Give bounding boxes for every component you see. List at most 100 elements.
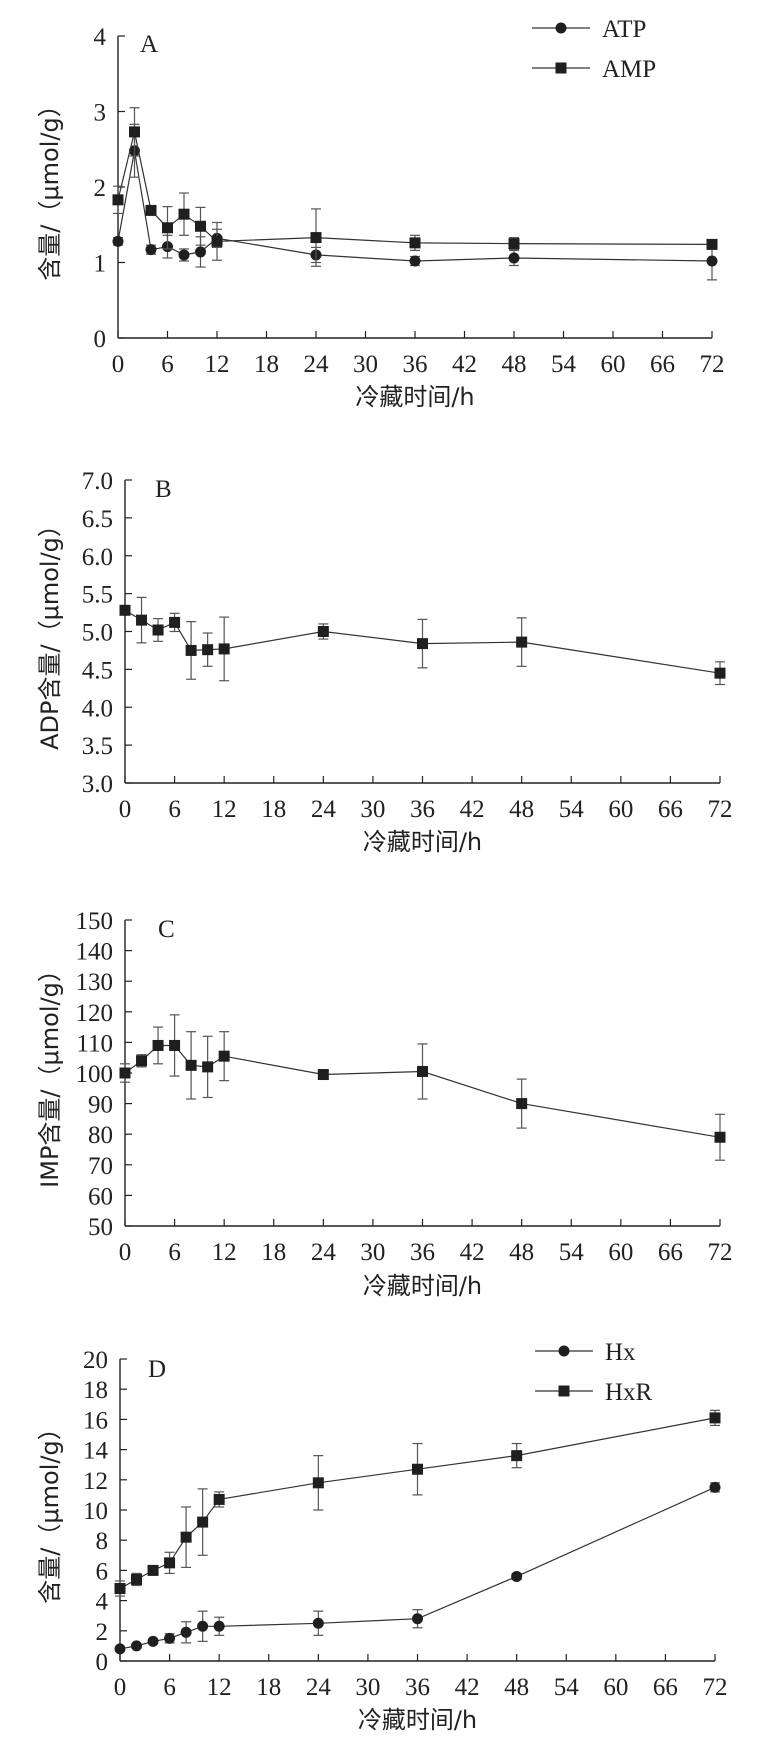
- x-axis-title: 冷藏时间/h: [358, 1706, 477, 1734]
- data-point: [317, 626, 329, 637]
- x-tick-label: 48: [509, 796, 534, 823]
- y-tick-label: 10: [83, 1498, 108, 1525]
- data-point: [218, 643, 230, 655]
- series-line: [117, 131, 713, 245]
- data-point: [164, 1557, 176, 1569]
- series-values: [119, 1014, 726, 1161]
- x-tick-label: 12: [207, 1674, 232, 1701]
- y-axis-title: ADP含量/（μmol/g）: [36, 513, 64, 750]
- y-tick-label: 3.5: [82, 733, 113, 760]
- x-tick-label: 48: [504, 1674, 529, 1701]
- x-tick-label: 66: [658, 1239, 683, 1266]
- y-tick-label: 80: [88, 1122, 113, 1149]
- x-tick-label: 0: [119, 1239, 132, 1266]
- series-atp: [112, 123, 718, 281]
- y-tick-label: 1: [94, 251, 107, 278]
- data-point: [114, 1643, 126, 1655]
- x-tick-label: 18: [254, 351, 279, 378]
- y-tick-label: 14: [83, 1438, 109, 1465]
- y-tick-label: 120: [76, 1000, 114, 1027]
- y-tick-label: 12: [83, 1468, 108, 1495]
- data-point: [169, 616, 181, 628]
- legend: ATP AMP: [532, 16, 656, 83]
- data-point: [213, 1493, 225, 1505]
- y-tick-label: 4.0: [82, 695, 113, 722]
- y-tick-label: 150: [76, 908, 114, 935]
- y-tick-label: 20: [83, 1347, 108, 1374]
- data-point: [714, 667, 726, 679]
- x-tick-label: 66: [653, 1674, 678, 1701]
- data-point: [211, 235, 223, 247]
- x-tick-label: 30: [360, 796, 385, 823]
- data-point: [195, 246, 206, 258]
- data-point: [709, 1481, 721, 1493]
- x-tick-label: 6: [161, 351, 174, 378]
- data-point: [706, 255, 718, 267]
- x-axis-title: 冷藏时间/h: [363, 828, 482, 856]
- data-point: [508, 252, 520, 264]
- data-point: [412, 1463, 423, 1475]
- y-tick-label: 0: [96, 1649, 109, 1676]
- y-tick-label: 130: [76, 969, 114, 996]
- y-tick-label: 2: [96, 1619, 109, 1646]
- data-point: [412, 1613, 423, 1625]
- y-tick-label: 50: [88, 1214, 113, 1241]
- data-point: [709, 1412, 721, 1424]
- y-tick-label: 110: [76, 1030, 113, 1057]
- legend-marker: [558, 1345, 570, 1357]
- y-tick-label: 4.5: [82, 657, 113, 684]
- x-tick-label: 36: [403, 351, 428, 378]
- data-point: [131, 1640, 143, 1652]
- data-point: [409, 255, 421, 267]
- x-tick-label: 30: [353, 351, 378, 378]
- data-point: [119, 604, 131, 616]
- x-tick-label: 60: [608, 796, 633, 823]
- x-tick-label: 48: [509, 1239, 534, 1266]
- x-tick-label: 54: [554, 1674, 580, 1701]
- x-tick-label: 18: [256, 1674, 281, 1701]
- data-point: [185, 1059, 197, 1071]
- x-tick-label: 36: [410, 1239, 435, 1266]
- data-point: [136, 614, 148, 626]
- data-point: [511, 1570, 523, 1582]
- data-point: [119, 1067, 131, 1079]
- data-point: [164, 1632, 176, 1644]
- data-point: [197, 1620, 209, 1632]
- x-tick-label: 12: [205, 351, 230, 378]
- legend-label: AMP: [602, 56, 656, 83]
- x-tick-label: 12: [212, 796, 237, 823]
- data-point: [218, 1050, 230, 1062]
- x-tick-label: 24: [306, 1674, 332, 1701]
- data-point: [317, 1069, 329, 1081]
- x-tick-label: 42: [452, 351, 477, 378]
- y-axis-title: 含量/（μmol/g）: [36, 1416, 64, 1603]
- panel-label: B: [155, 476, 172, 503]
- data-point: [114, 1583, 126, 1595]
- y-tick-label: 5.0: [82, 620, 113, 647]
- legend-label: ATP: [602, 16, 646, 43]
- x-tick-label: 36: [410, 796, 435, 823]
- x-tick-label: 18: [261, 1239, 286, 1266]
- data-point: [511, 1450, 523, 1462]
- data-point: [152, 624, 164, 636]
- data-point: [178, 249, 190, 261]
- data-point: [197, 1516, 209, 1528]
- data-point: [516, 636, 528, 648]
- data-point: [162, 222, 173, 234]
- y-tick-label: 60: [88, 1183, 113, 1210]
- data-point: [147, 1635, 159, 1647]
- panel-label: A: [140, 31, 158, 58]
- data-point: [417, 1065, 428, 1077]
- legend: Hx HxR: [535, 1339, 653, 1406]
- x-tick-label: 42: [460, 1239, 485, 1266]
- x-tick-label: 0: [112, 351, 125, 378]
- x-tick-label: 0: [114, 1674, 127, 1701]
- x-tick-label: 6: [168, 796, 181, 823]
- y-axis-title: IMP含量/（μmol/g）: [36, 958, 64, 1188]
- x-tick-label: 6: [168, 1239, 181, 1266]
- legend-label: HxR: [605, 1379, 653, 1406]
- x-tick-label: 60: [601, 351, 626, 378]
- y-tick-label: 0: [94, 326, 107, 353]
- y-tick-label: 6: [96, 1558, 109, 1585]
